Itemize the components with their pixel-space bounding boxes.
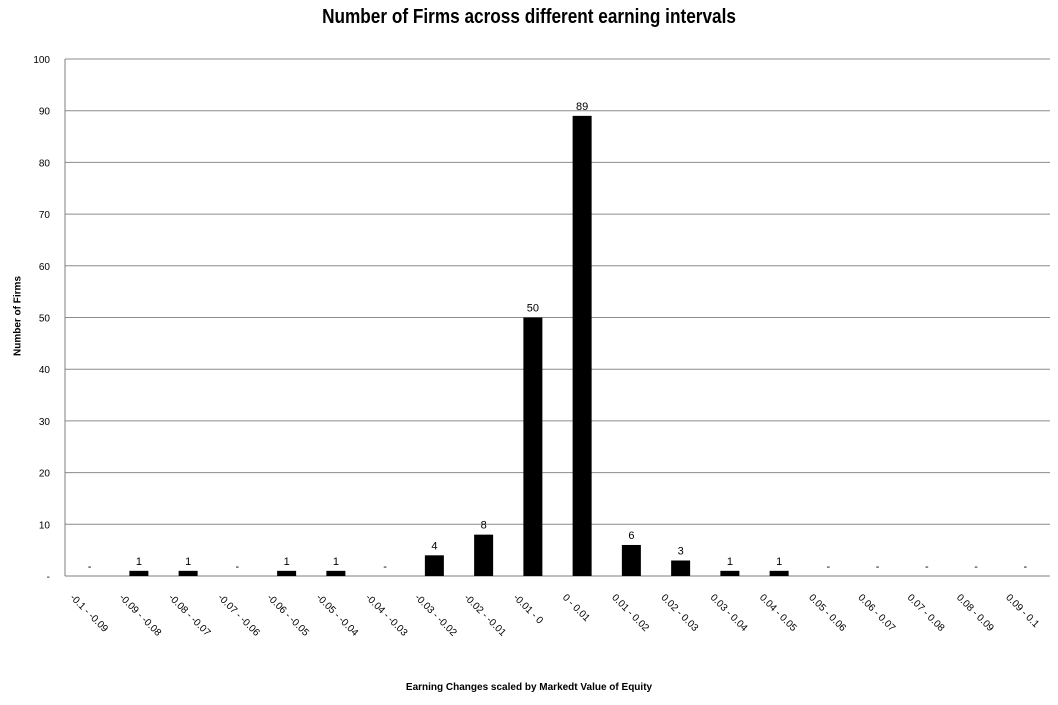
x-axis-title: Earning Changes scaled by Markedt Value … bbox=[405, 682, 653, 693]
x-tick-label: 0.05 - 0.06 bbox=[806, 592, 848, 634]
x-tick-label: 0.04 - 0.05 bbox=[757, 592, 799, 634]
y-tick-label: 40 bbox=[39, 365, 51, 376]
x-tick-label: 0.01 - 0.02 bbox=[609, 592, 651, 634]
data-label: - bbox=[88, 561, 92, 573]
data-label: - bbox=[876, 561, 880, 573]
bar bbox=[178, 570, 198, 576]
gridlines bbox=[64, 58, 1050, 577]
x-tick-label: -0.01 - 0 bbox=[511, 592, 545, 626]
x-tick-label: 0.09 - 0.1 bbox=[1003, 592, 1041, 630]
x-tick-label: -0.07 - -0.06 bbox=[215, 592, 262, 639]
data-label: 1 bbox=[333, 556, 339, 568]
data-label: 50 bbox=[527, 303, 539, 315]
bar bbox=[671, 560, 691, 576]
x-tick-label: -0.04 - -0.03 bbox=[363, 592, 410, 639]
x-tick-labels: -0.1 - -0.09 -0.09 - -0.08 -0.08 - -0.07 -0… bbox=[68, 592, 1042, 639]
data-label: - bbox=[236, 561, 240, 573]
bar bbox=[129, 570, 149, 576]
y-tick-label: 70 bbox=[39, 210, 51, 221]
data-label: - bbox=[925, 561, 929, 573]
bar bbox=[572, 115, 592, 577]
data-label: 1 bbox=[136, 556, 142, 568]
x-tick-label: 0.02 - 0.03 bbox=[659, 592, 701, 634]
bar bbox=[769, 570, 789, 576]
bars bbox=[129, 115, 789, 577]
x-tick-label: 0 - 0.01 bbox=[560, 592, 592, 624]
y-tick-label: 100 bbox=[33, 55, 50, 66]
data-label: 1 bbox=[284, 556, 290, 568]
data-label: 1 bbox=[727, 556, 733, 568]
data-label: - bbox=[383, 561, 387, 573]
x-tick-label: 0.07 - 0.08 bbox=[905, 592, 947, 634]
y-tick-labels: - 10 20 30 40 50 60 70 80 90 100 bbox=[33, 55, 50, 583]
data-label: - bbox=[827, 561, 831, 573]
bar bbox=[474, 534, 494, 576]
y-tick-label: 50 bbox=[39, 314, 51, 325]
x-tick-label: -0.05 - -0.04 bbox=[314, 592, 361, 639]
y-tick-label: 30 bbox=[39, 417, 51, 428]
x-tick-label: -0.03 - -0.02 bbox=[412, 592, 459, 639]
x-tick-label: -0.06 - -0.05 bbox=[265, 592, 312, 639]
y-tick-label: 20 bbox=[39, 469, 51, 480]
bar bbox=[277, 570, 297, 576]
data-label: - bbox=[1024, 561, 1028, 573]
chart-title: Number of Firms across different earning… bbox=[322, 6, 736, 28]
data-label: 4 bbox=[431, 540, 437, 552]
data-labels: - 1 1 - 1 1 - 4 8 50 89 6 3 1 1 - - - - - bbox=[88, 101, 1028, 573]
bar bbox=[523, 317, 543, 576]
data-label: - bbox=[974, 561, 978, 573]
bar bbox=[424, 555, 444, 576]
x-tick-label: 0.06 - 0.07 bbox=[856, 592, 898, 634]
y-tick-label: - bbox=[47, 572, 50, 583]
bar bbox=[621, 544, 641, 576]
bar bbox=[326, 570, 346, 576]
y-tick-label: 60 bbox=[39, 262, 51, 273]
bar bbox=[720, 570, 740, 576]
y-tick-label: 90 bbox=[39, 107, 51, 118]
data-label: 3 bbox=[678, 545, 684, 557]
data-label: 1 bbox=[185, 556, 191, 568]
x-tick-label: -0.1 - -0.09 bbox=[68, 592, 111, 635]
x-tick-label: -0.09 - -0.08 bbox=[117, 592, 164, 639]
x-tick-label: 0.08 - 0.09 bbox=[954, 592, 996, 634]
x-tick-label: -0.02 - -0.01 bbox=[462, 592, 509, 639]
y-tick-label: 10 bbox=[39, 520, 51, 531]
x-tick-label: -0.08 - -0.07 bbox=[166, 592, 213, 639]
data-label: 6 bbox=[628, 530, 634, 542]
data-label: 89 bbox=[576, 101, 588, 113]
data-label: 8 bbox=[481, 520, 487, 532]
data-label: 1 bbox=[776, 556, 782, 568]
y-tick-label: 80 bbox=[39, 158, 51, 169]
x-tick-label: 0.03 - 0.04 bbox=[708, 592, 750, 634]
